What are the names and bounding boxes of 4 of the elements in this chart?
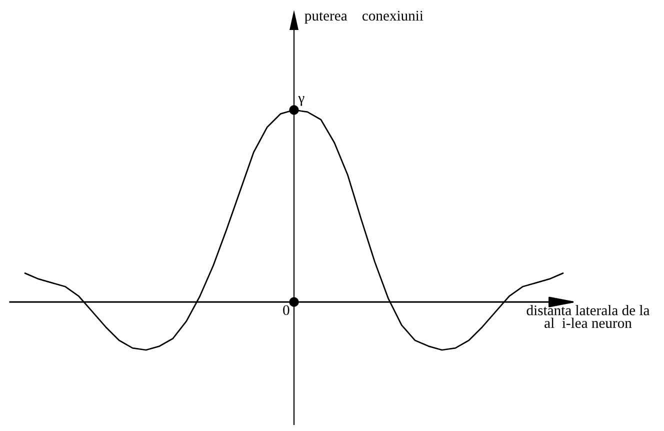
annotation: 0 xyxy=(283,305,290,316)
x-axis-title: distanta laterala de la al i-lea neuron xyxy=(526,305,650,328)
annotation: γ xyxy=(298,96,304,106)
text: puterea conexiunii xyxy=(304,10,424,24)
